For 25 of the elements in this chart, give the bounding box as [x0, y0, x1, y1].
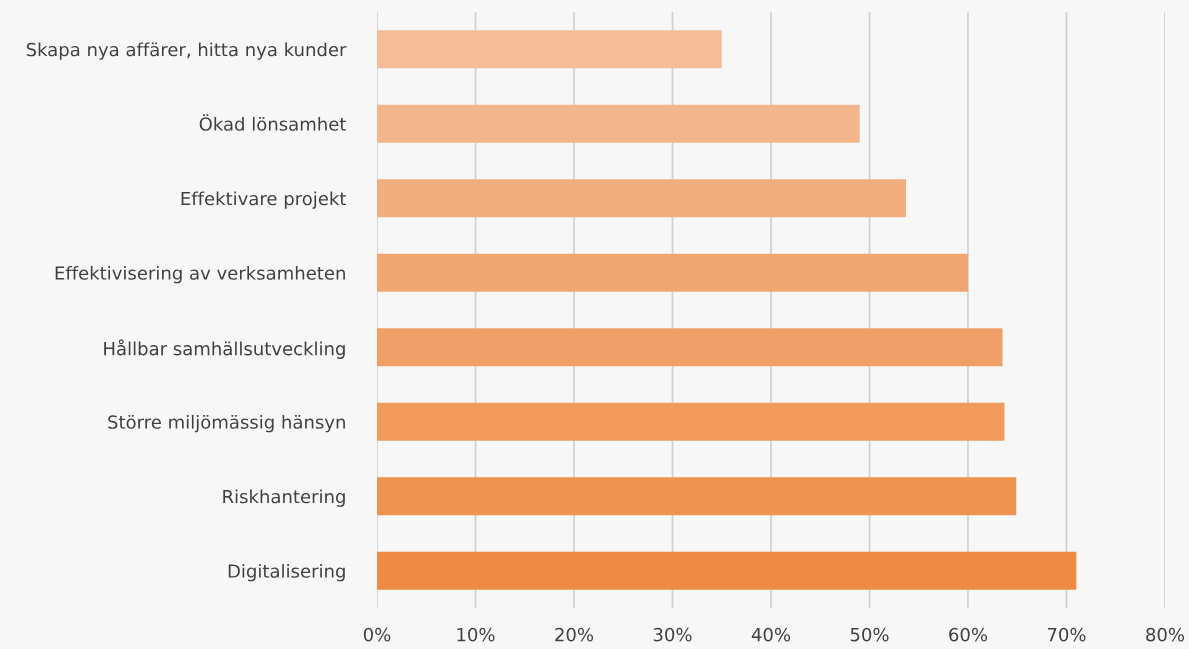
bar	[377, 328, 1003, 367]
bar	[377, 402, 1005, 441]
x-tick-label: 20%	[555, 627, 594, 642]
bar	[377, 477, 1017, 516]
x-tick-label: 70%	[1047, 627, 1086, 642]
y-tick-label: Skapa nya affärer, hitta nya kunder	[26, 42, 347, 60]
bar	[377, 551, 1077, 590]
bar	[377, 179, 906, 218]
bar	[377, 104, 860, 143]
bar	[377, 253, 968, 292]
x-tick-label: 40%	[751, 627, 791, 642]
y-tick-label: Digitalisering	[228, 563, 345, 582]
x-tick-label: 30%	[653, 627, 692, 642]
x-tick-label: 60%	[949, 627, 988, 642]
bar	[377, 30, 722, 69]
y-tick-label: Effektivare projekt	[181, 191, 347, 209]
y-tick-label: Större miljömässig hänsyn	[108, 414, 345, 433]
x-tick-label: 10%	[457, 627, 495, 642]
y-tick-label: Hållbar samhällsutveckling	[104, 339, 345, 359]
y-tick-label: Effektivisering av verksamheten	[55, 265, 345, 284]
x-tick-label: 50%	[850, 627, 889, 642]
x-tick-label: 0%	[363, 627, 391, 642]
x-tick-label: 80%	[1146, 627, 1185, 642]
y-tick-label: Riskhantering	[223, 489, 345, 507]
y-tick-label: Ökad lönsamhet	[199, 114, 347, 131]
